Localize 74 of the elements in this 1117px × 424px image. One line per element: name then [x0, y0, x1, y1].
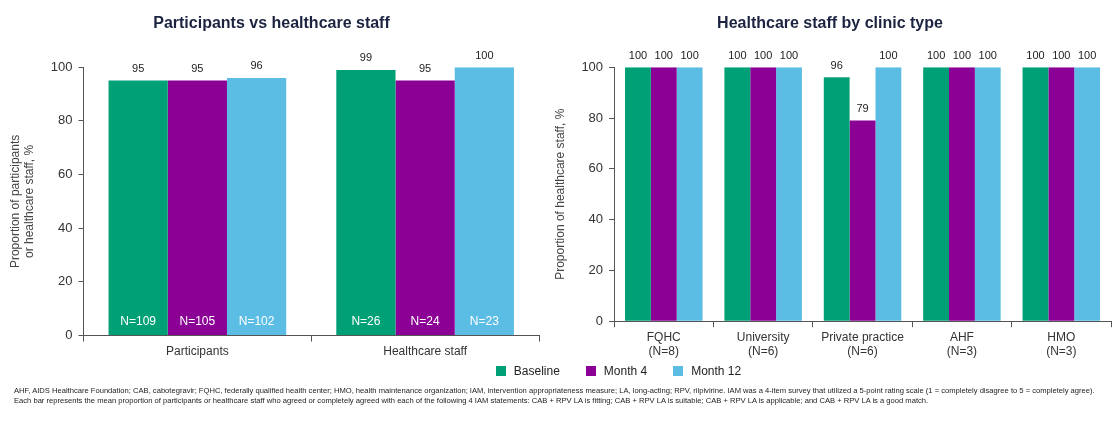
bar	[650, 67, 677, 321]
bar	[395, 80, 455, 336]
data-label: 100	[879, 48, 898, 61]
data-label: 100	[926, 48, 946, 61]
bar	[776, 67, 802, 321]
data-label: 99	[359, 51, 373, 64]
annotation: N=105	[179, 313, 216, 328]
y-tick-label: 20	[588, 261, 604, 277]
data-label: 100	[654, 48, 673, 61]
annotation: N=102	[238, 313, 275, 328]
annotation: N=24	[410, 313, 440, 328]
bar	[1048, 67, 1075, 321]
bar	[875, 67, 902, 321]
chart-title: Healthcare staff by clinic type	[717, 14, 944, 32]
legend-label: Month 12	[691, 364, 742, 378]
y-tick-label: 100	[50, 58, 73, 74]
data-label: 100	[680, 48, 699, 61]
bar	[849, 120, 876, 321]
x-tick-label: University (N=6)	[736, 329, 790, 359]
data-label: 100	[628, 48, 648, 61]
bar	[108, 80, 168, 336]
bar	[974, 67, 1001, 321]
bar	[226, 77, 287, 336]
bar	[1022, 67, 1049, 321]
x-tick-label: Private practice (N=6)	[821, 329, 905, 359]
bar	[1074, 67, 1101, 321]
y-tick-label: 0	[65, 327, 73, 343]
x-tick-label: Healthcare staff	[383, 344, 468, 359]
y-tick-label: 80	[588, 109, 604, 125]
y-tick-label: 0	[595, 312, 604, 328]
y-tick-label: 100	[581, 58, 604, 74]
bar	[625, 67, 651, 321]
data-label: 95	[191, 62, 204, 75]
data-label: 100	[753, 48, 773, 61]
y-axis-title: Proportion of healthcare staff, %	[552, 108, 567, 280]
y-tick-label: 60	[588, 160, 604, 176]
bar	[454, 67, 514, 336]
bar	[167, 80, 227, 336]
annotation: N=26	[351, 313, 381, 328]
data-label: 100	[952, 48, 972, 61]
bar	[724, 67, 751, 321]
annotation: N=23	[469, 313, 500, 328]
bar	[923, 67, 950, 321]
x-tick-label: HMO (N=3)	[1046, 329, 1077, 359]
legend-label: Month 4	[603, 364, 648, 378]
data-label: 100	[475, 48, 494, 61]
data-label: 100	[728, 48, 747, 61]
data-label: 96	[830, 58, 843, 71]
bar	[676, 67, 703, 321]
annotation: N=109	[120, 313, 157, 328]
chart-title: Participants vs healthcare staff	[153, 14, 391, 32]
y-tick-label: 40	[588, 211, 604, 227]
y-tick-label: 20	[58, 273, 73, 289]
bar	[336, 69, 396, 336]
y-tick-label: 60	[58, 166, 73, 182]
data-label: 79	[856, 102, 869, 115]
data-label: 100	[1052, 48, 1071, 61]
data-label: 95	[132, 62, 145, 75]
data-label: 100	[978, 48, 997, 61]
x-tick-label: Participants	[166, 344, 229, 359]
bar	[750, 67, 777, 321]
x-tick-label: FQHC (N=8)	[646, 329, 682, 359]
legend-label: Baseline	[513, 364, 560, 378]
data-label: 96	[250, 59, 263, 72]
y-tick-label: 80	[58, 112, 73, 128]
data-label: 100	[779, 48, 799, 61]
bar	[949, 67, 975, 321]
bar	[823, 77, 850, 321]
x-tick-label: AHF (N=3)	[946, 329, 978, 359]
y-axis-title: Proportion of participants or healthcare staff, %	[7, 134, 36, 269]
data-label: 100	[1026, 48, 1045, 61]
data-label: 100	[1077, 48, 1097, 61]
y-tick-label: 40	[58, 219, 73, 235]
data-label: 95	[419, 62, 432, 75]
